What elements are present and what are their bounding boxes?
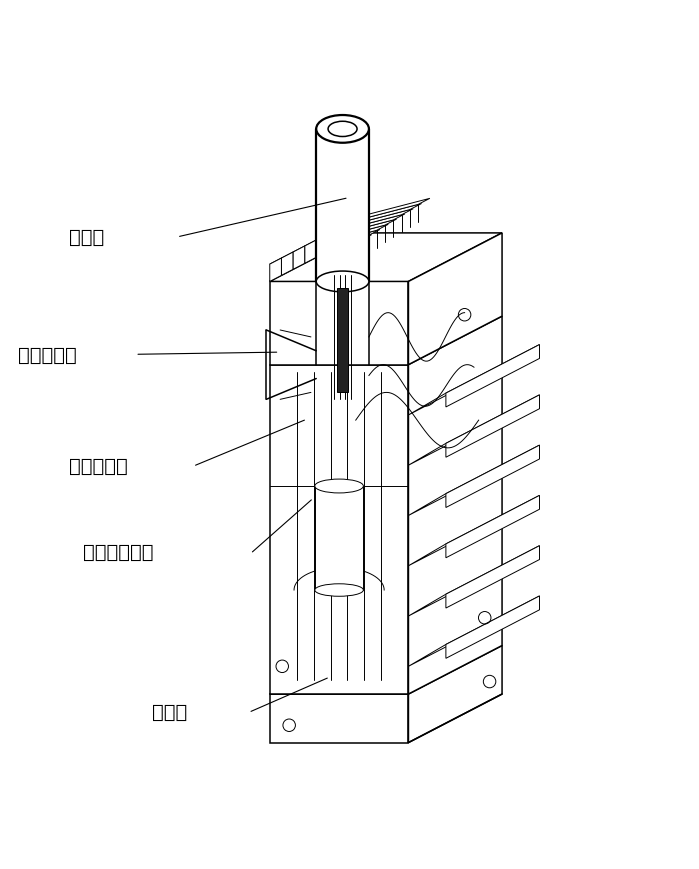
Polygon shape — [270, 694, 408, 743]
Ellipse shape — [328, 123, 357, 137]
Polygon shape — [408, 596, 540, 667]
Polygon shape — [270, 365, 408, 694]
Polygon shape — [305, 241, 317, 264]
Polygon shape — [293, 225, 388, 253]
Text: 温度传感器: 温度传感器 — [69, 456, 127, 475]
Text: 制冷转接件: 制冷转接件 — [18, 345, 77, 364]
Text: 半导体制冷片: 半导体制冷片 — [82, 543, 153, 561]
Polygon shape — [340, 204, 421, 229]
Ellipse shape — [315, 480, 363, 494]
Polygon shape — [282, 253, 293, 276]
Polygon shape — [408, 345, 540, 415]
Polygon shape — [282, 230, 380, 259]
Polygon shape — [270, 646, 502, 694]
Text: 散热片: 散热片 — [152, 702, 187, 721]
Polygon shape — [408, 395, 540, 466]
Polygon shape — [317, 235, 329, 258]
Polygon shape — [329, 229, 340, 252]
Polygon shape — [329, 209, 413, 235]
Polygon shape — [270, 235, 372, 265]
Polygon shape — [446, 446, 540, 507]
Polygon shape — [315, 487, 363, 590]
Ellipse shape — [316, 272, 369, 293]
Polygon shape — [305, 220, 396, 247]
Polygon shape — [446, 496, 540, 558]
Polygon shape — [316, 129, 369, 282]
Ellipse shape — [316, 116, 369, 143]
Polygon shape — [446, 546, 540, 608]
Polygon shape — [408, 496, 540, 566]
Polygon shape — [446, 596, 540, 659]
Polygon shape — [317, 215, 405, 241]
Polygon shape — [270, 234, 502, 282]
Polygon shape — [408, 646, 502, 743]
Ellipse shape — [315, 584, 363, 597]
Polygon shape — [408, 316, 502, 694]
Polygon shape — [408, 446, 540, 516]
Polygon shape — [408, 234, 502, 365]
Polygon shape — [270, 282, 408, 365]
Polygon shape — [293, 247, 305, 270]
Polygon shape — [337, 289, 348, 393]
Text: 冷凝管: 冷凝管 — [69, 228, 104, 247]
Polygon shape — [352, 199, 430, 222]
Polygon shape — [352, 216, 363, 240]
Polygon shape — [408, 546, 540, 616]
Polygon shape — [270, 259, 282, 282]
Polygon shape — [446, 395, 540, 458]
Polygon shape — [446, 345, 540, 408]
Polygon shape — [340, 222, 352, 246]
